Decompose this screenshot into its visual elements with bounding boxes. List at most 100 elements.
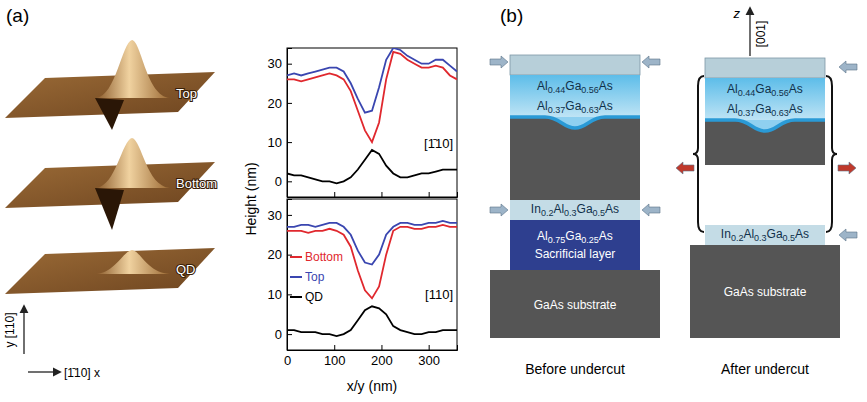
formula-part: As — [599, 79, 613, 93]
layer-label: Al0.75Ga0.25As — [537, 229, 613, 245]
tick: 300 — [418, 345, 440, 368]
afm-mound — [96, 138, 170, 188]
tick: 0 — [275, 327, 292, 342]
tick-mark — [287, 103, 292, 104]
formula-part: Al — [537, 99, 548, 113]
formula-part: Al — [727, 102, 738, 116]
layer-label: In0.2Al0.3Ga0.5As — [531, 202, 619, 218]
plot-lines — [287, 221, 457, 336]
caption: After undercut — [721, 361, 809, 377]
legend: Bottom Top QD — [290, 250, 343, 304]
tick-label: 20 — [268, 96, 282, 111]
tick: 10 — [268, 287, 292, 302]
legend-label: QD — [305, 290, 323, 304]
formula-part: In — [531, 202, 541, 216]
formula-part: As — [789, 82, 803, 96]
afm-mound — [96, 40, 170, 98]
cap-layer — [510, 55, 640, 75]
formula-part: 0.2 — [541, 208, 554, 218]
direction-label: [1̄10] — [424, 136, 453, 151]
tick-label: 0 — [275, 327, 282, 342]
tick-mark — [287, 192, 288, 197]
tick: 200 — [371, 345, 393, 368]
force-arrow — [490, 204, 508, 216]
tick-mark — [287, 181, 292, 182]
matrix-layer — [705, 120, 825, 165]
formula-part: 0.63 — [771, 108, 789, 118]
legend-label: Bottom — [305, 250, 343, 264]
substrate — [490, 270, 660, 338]
formula-part: 0.2 — [731, 233, 744, 243]
tick-mark — [381, 192, 382, 197]
force-arrow — [839, 61, 857, 73]
legend-key — [290, 256, 302, 258]
afm-image: QD — [5, 248, 215, 294]
tick-label: 20 — [268, 247, 282, 262]
caption: Before undercut — [525, 361, 625, 377]
layer-label: Al0.44Ga0.56As — [727, 82, 803, 98]
tick-mark — [381, 345, 382, 350]
afm-image: Bottom — [5, 138, 217, 230]
wetting-layer — [705, 120, 825, 131]
legend-label: Top — [305, 270, 325, 284]
z-axis-arrow — [749, 8, 750, 56]
tick-mark — [287, 64, 292, 65]
barrier-layer — [510, 75, 640, 117]
tick-label: 300 — [418, 353, 440, 368]
y-axis: 0102030 — [268, 200, 292, 351]
formula-part: 0.37 — [548, 105, 566, 115]
plot-frame — [287, 199, 457, 350]
x-axis — [288, 192, 458, 198]
afm-mound — [96, 250, 170, 274]
tick: 100 — [324, 345, 346, 368]
formula-part: Al — [743, 227, 754, 241]
bracket — [826, 76, 837, 232]
layer-label: Sacrificial layer — [535, 247, 616, 261]
afm-label: Bottom — [176, 176, 217, 191]
formula-part: In — [721, 227, 731, 241]
bracket — [693, 76, 704, 232]
tick: 0 — [284, 345, 291, 368]
formula-part: Al — [553, 202, 564, 216]
tick-mark — [287, 294, 292, 295]
wetting-layer — [510, 117, 640, 128]
y-axis: 0102030 — [268, 49, 292, 198]
tick — [381, 192, 382, 197]
tick-label: 100 — [324, 353, 346, 368]
formula-part: 0.5 — [593, 208, 606, 218]
formula-part: 0.75 — [548, 235, 566, 245]
formula-part: 0.56 — [771, 88, 789, 98]
tick: 20 — [268, 96, 292, 111]
profile-line — [287, 48, 457, 113]
formula-part: As — [605, 202, 619, 216]
formula-part: Ga — [767, 227, 783, 241]
figure: (a)(b)TopBottomQDy [110][1̄10] x0102030[… — [0, 0, 867, 402]
formula-part: Al — [727, 82, 738, 96]
panel-label: (a) — [6, 5, 29, 26]
layer-label: Al0.37Ga0.63As — [537, 99, 613, 115]
formula-part: Ga — [565, 79, 581, 93]
x-axis-title: x/y (nm) — [347, 378, 398, 394]
formula-part: 0.25 — [581, 235, 599, 245]
formula-part: 0.56 — [581, 85, 599, 95]
formula-part: 0.37 — [738, 108, 756, 118]
afm-label: QD — [176, 262, 196, 277]
tick-mark — [287, 334, 292, 335]
afm-plane — [5, 248, 215, 294]
formula-part: 0.44 — [548, 85, 566, 95]
tick-label: 200 — [371, 353, 393, 368]
tick-mark — [334, 345, 335, 350]
z-axis-direction: [001] — [754, 21, 768, 48]
afm-label: Top — [176, 86, 197, 101]
formula-part: As — [789, 102, 803, 116]
tick — [334, 192, 335, 197]
formula-part: 0.3 — [754, 233, 767, 243]
tick-mark — [334, 192, 335, 197]
tick — [429, 192, 430, 197]
formula-part: Ga — [565, 99, 581, 113]
force-arrow — [838, 162, 856, 174]
tick-label: 0 — [275, 174, 282, 189]
tick-mark — [287, 215, 292, 216]
formula-part: 0.3 — [564, 208, 577, 218]
formula-part: 0.5 — [783, 233, 796, 243]
